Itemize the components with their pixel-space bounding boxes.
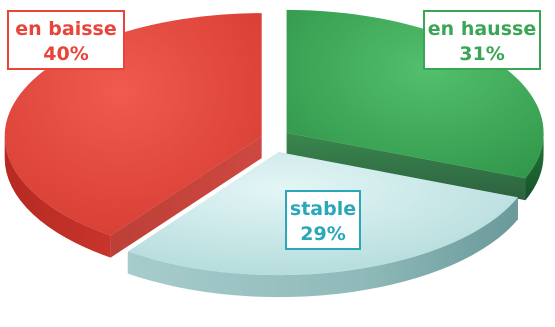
pie-slice-cut-en-hausse-1 [286, 132, 526, 201]
pie-slice-side-en-hausse [525, 132, 544, 201]
slice-label-name-en-hausse: en hausse [428, 18, 536, 40]
slice-labels: en hausse 31% stable 29% en baisse 40% [7, 10, 541, 250]
slice-label-stable: stable 29% [285, 190, 361, 250]
slice-label-name-en-baisse: en baisse [15, 18, 116, 40]
slice-label-value-en-baisse: 40% [43, 43, 88, 65]
slice-label-name-stable: stable [290, 198, 356, 220]
pie-slice-cut-en-baisse-0 [110, 136, 262, 258]
slice-label-en-baisse: en baisse 40% [7, 10, 125, 70]
pie-slice-side-en-baisse [4, 136, 111, 258]
slice-label-box-stable [285, 190, 361, 250]
pie-slice-side-stable [127, 197, 518, 298]
slice-label-box-en-baisse [7, 10, 125, 70]
slice-label-en-hausse: en hausse 31% [423, 10, 541, 70]
slice-label-box-en-hausse [423, 10, 541, 70]
slice-label-value-en-hausse: 31% [459, 43, 504, 65]
slice-label-value-stable: 29% [300, 223, 345, 245]
